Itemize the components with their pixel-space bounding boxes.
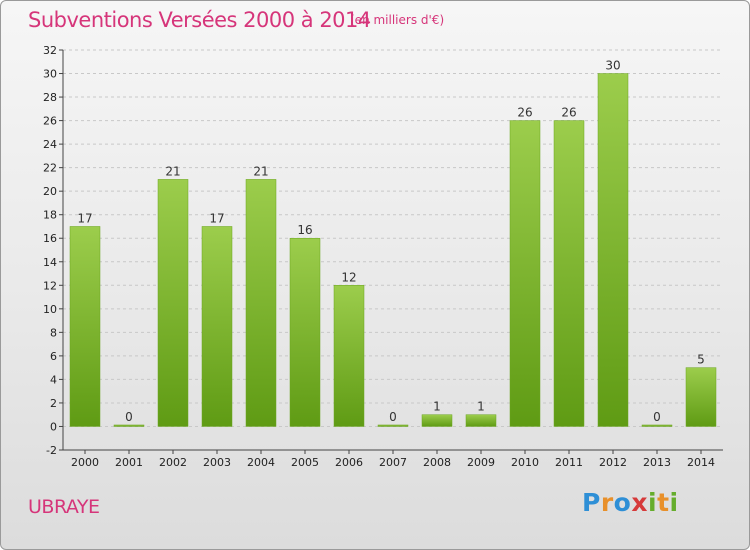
x-tick-label: 2006 xyxy=(335,456,363,469)
y-tick-label: 32 xyxy=(43,44,57,57)
y-tick-label: 30 xyxy=(43,68,57,81)
y-tick-label: 26 xyxy=(43,115,57,128)
y-tick-label: -2 xyxy=(46,444,57,457)
y-tick-label: 16 xyxy=(43,232,57,245)
commune-name: UBRAYE xyxy=(28,496,100,518)
data-label-2009: 1 xyxy=(477,400,485,414)
x-tick-label: 2004 xyxy=(247,456,275,469)
x-tick-label: 2005 xyxy=(291,456,319,469)
x-tick-label: 2012 xyxy=(599,456,627,469)
data-label-2004: 21 xyxy=(253,164,268,178)
bar-2004 xyxy=(245,179,277,427)
y-tick-label: 4 xyxy=(50,373,57,386)
y-tick-label: 14 xyxy=(43,256,57,269)
bar-2006 xyxy=(333,285,365,427)
data-label-2001: 0 xyxy=(125,410,133,424)
bar-2002 xyxy=(157,179,189,427)
data-label-2010: 26 xyxy=(517,106,532,120)
bar-2014 xyxy=(685,367,717,427)
y-tick-label: 6 xyxy=(50,350,57,363)
proxiti-logo[interactable]: Proxiti xyxy=(582,488,679,517)
x-tick-label: 2002 xyxy=(159,456,187,469)
data-label-2007: 0 xyxy=(389,410,397,424)
y-tick-label: 8 xyxy=(50,326,57,339)
data-label-2005: 16 xyxy=(297,223,312,237)
x-tick-label: 2000 xyxy=(71,456,99,469)
y-tick-label: 10 xyxy=(43,303,57,316)
x-tick-label: 2010 xyxy=(511,456,539,469)
bar-2013 xyxy=(641,424,673,427)
data-label-2000: 17 xyxy=(77,211,92,225)
x-tick-label: 2009 xyxy=(467,456,495,469)
data-label-2002: 21 xyxy=(165,164,180,178)
bar-2011 xyxy=(553,120,585,427)
chart-subtitle: (en milliers d'€) xyxy=(350,13,445,27)
data-label-2006: 12 xyxy=(341,270,356,284)
data-label-2008: 1 xyxy=(433,400,441,414)
bar-2005 xyxy=(289,237,321,427)
x-tick-label: 2013 xyxy=(643,456,671,469)
x-tick-label: 2008 xyxy=(423,456,451,469)
bar-2003 xyxy=(201,226,233,427)
y-tick-label: 12 xyxy=(43,279,57,292)
chart-title: Subventions Versées 2000 à 2014 xyxy=(28,8,371,32)
x-tick-label: 2011 xyxy=(555,456,583,469)
bar-2001 xyxy=(113,424,145,427)
x-tick-label: 2001 xyxy=(115,456,143,469)
bar-2012 xyxy=(597,73,629,427)
y-tick-label: 20 xyxy=(43,185,57,198)
y-tick-label: 24 xyxy=(43,138,57,151)
y-tick-label: 0 xyxy=(50,420,57,433)
x-tick-label: 2014 xyxy=(687,456,715,469)
bar-2000 xyxy=(69,226,101,427)
data-label-2003: 17 xyxy=(209,211,224,225)
y-tick-label: 22 xyxy=(43,162,57,175)
data-label-2013: 0 xyxy=(653,410,661,424)
bar-2009 xyxy=(465,414,497,427)
y-tick-label: 28 xyxy=(43,91,57,104)
bar-2010 xyxy=(509,120,541,427)
x-tick-label: 2003 xyxy=(203,456,231,469)
bar-2008 xyxy=(421,414,453,427)
data-label-2011: 26 xyxy=(561,106,576,120)
y-tick-label: 18 xyxy=(43,209,57,222)
bar-2007 xyxy=(377,424,409,427)
x-tick-label: 2007 xyxy=(379,456,407,469)
y-tick-label: 2 xyxy=(50,397,57,410)
data-label-2014: 5 xyxy=(697,353,705,367)
data-label-2012: 30 xyxy=(605,59,620,73)
